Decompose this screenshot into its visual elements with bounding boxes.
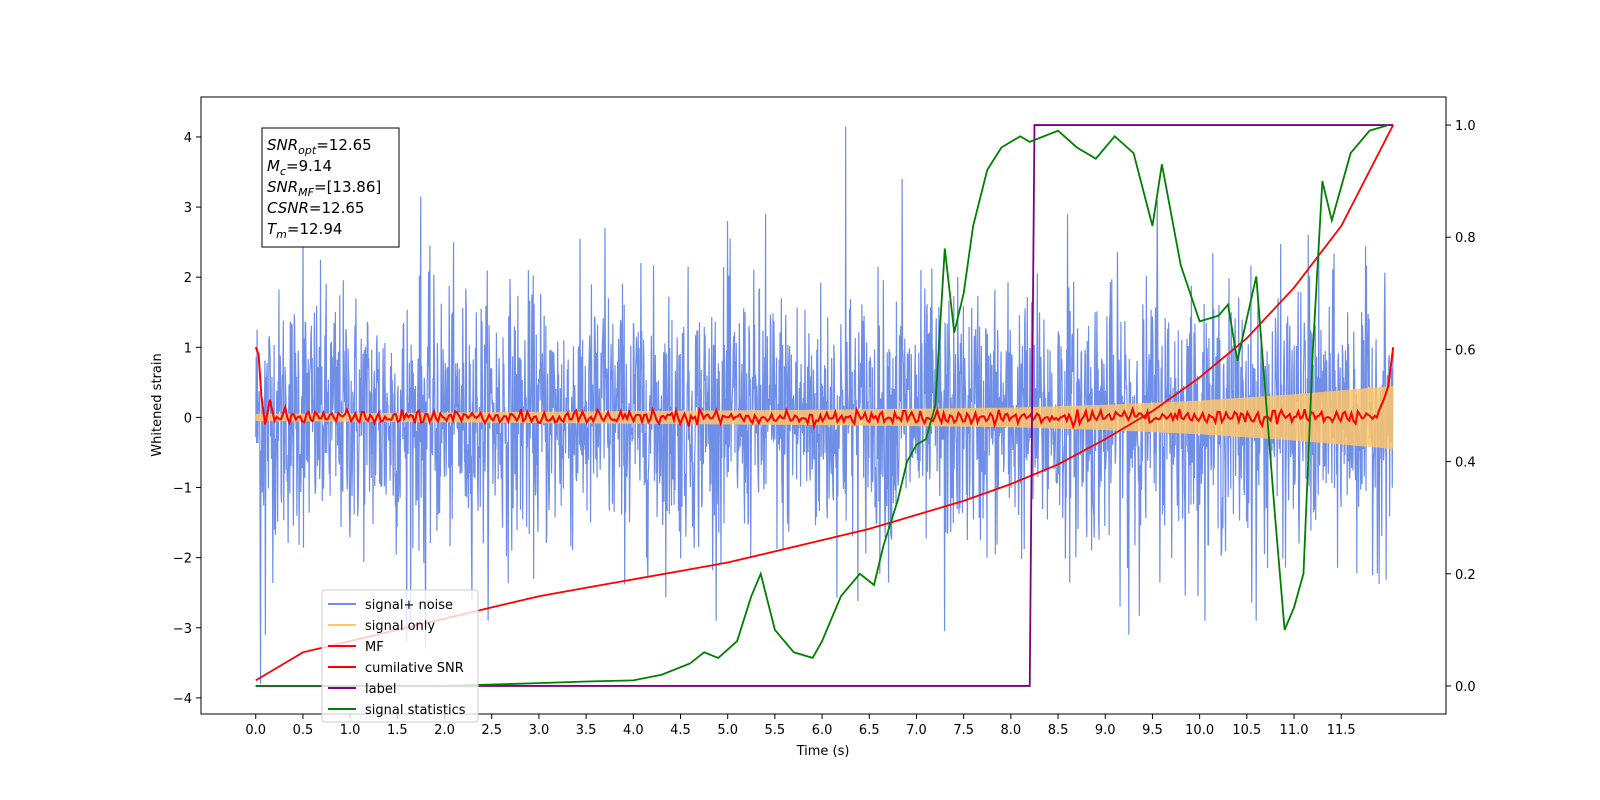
x-tick-label: 5.0 [717,723,738,738]
y-axis-label: Whitened strain [150,353,165,456]
legend-label: signal+ noise [365,598,453,613]
x-tick-label: 7.0 [906,723,927,738]
x-tick-label: 2.5 [481,723,502,738]
x-tick-label: 1.5 [387,723,408,738]
info-box-line: Mc=9.14 [267,157,332,178]
signal-statistics-line [255,124,1389,687]
x-tick-label: 10.5 [1232,723,1261,738]
info-box-line: Tm=12.94 [267,220,342,241]
y-left-tick-label: 1 [184,341,192,356]
legend-label: cumilative SNR [365,661,464,676]
legend: signal+ noise signal only MF cumilative SNR… [321,589,479,723]
y-left-tick-label: −2 [173,552,192,567]
x-tick-label: 9.5 [1142,723,1163,738]
y-left-tick-label: 3 [184,201,192,216]
y-right-tick-label: 0.4 [1455,456,1476,471]
info-box: SNRopt=12.65Mc=9.14SNRMF=[13.86]CSNR=12.… [261,127,400,248]
y-right-tick-label: 0.8 [1455,231,1476,246]
info-box-line: CSNR=12.65 [267,199,364,217]
x-tick-label: 8.0 [1001,723,1022,738]
legend-label: label [365,682,396,697]
x-tick-label: 0.5 [293,723,314,738]
legend-label: signal statistics [365,703,466,718]
x-axis-label: Time (s) [796,744,850,759]
y-right-tick-label: 0.2 [1455,568,1476,583]
x-tick-label: 4.0 [623,723,644,738]
y-left-tick-label: −3 [173,622,192,637]
y-right-tick-label: 1.0 [1455,119,1476,134]
legend-label: MF [365,640,384,655]
y-left-tick-label: 2 [184,271,192,286]
x-axis: 0.0 0.5 1.0 1.5 2.0 2.5 3.0 3.5 4.0 4.5 5.0 5.5 6.0 6… [245,714,1356,738]
x-tick-label: 10.0 [1185,723,1214,738]
x-tick-label: 1.0 [340,723,361,738]
y-axis-left: −4 −3 −2 −1 0 1 2 3 4 [173,131,201,707]
info-box-line: SNRopt=12.65 [267,136,372,157]
x-tick-label: 3.0 [529,723,550,738]
x-tick-label: 7.5 [953,723,974,738]
signal-noise-line [255,126,1394,684]
y-axis-right: 0.0 0.2 0.4 0.6 0.8 1.0 [1446,119,1476,695]
x-tick-label: 6.5 [859,723,880,738]
x-tick-label: 2.0 [434,723,455,738]
axes-frame [200,96,1447,715]
mf-line [254,346,1395,431]
info-box-line: SNRMF=[13.86] [267,178,381,199]
y-right-tick-label: 0.6 [1455,343,1476,358]
x-tick-label: 0.0 [245,723,266,738]
y-left-tick-label: −1 [173,482,192,497]
x-tick-label: 8.5 [1048,723,1069,738]
y-left-tick-label: 0 [184,411,192,426]
y-right-tick-label: 0.0 [1455,680,1476,695]
x-tick-label: 11.0 [1280,723,1309,738]
x-tick-label: 6.0 [812,723,833,738]
x-tick-label: 11.5 [1327,723,1356,738]
y-left-tick-label: −4 [173,692,192,707]
y-left-tick-label: 4 [184,131,192,146]
x-tick-label: 9.0 [1095,723,1116,738]
x-tick-label: 5.5 [765,723,786,738]
info-box-frame [261,127,400,248]
label-line [255,124,1394,687]
x-tick-label: 4.5 [670,723,691,738]
x-tick-label: 3.5 [576,723,597,738]
legend-frame [321,589,479,723]
legend-label: signal only [365,619,435,634]
